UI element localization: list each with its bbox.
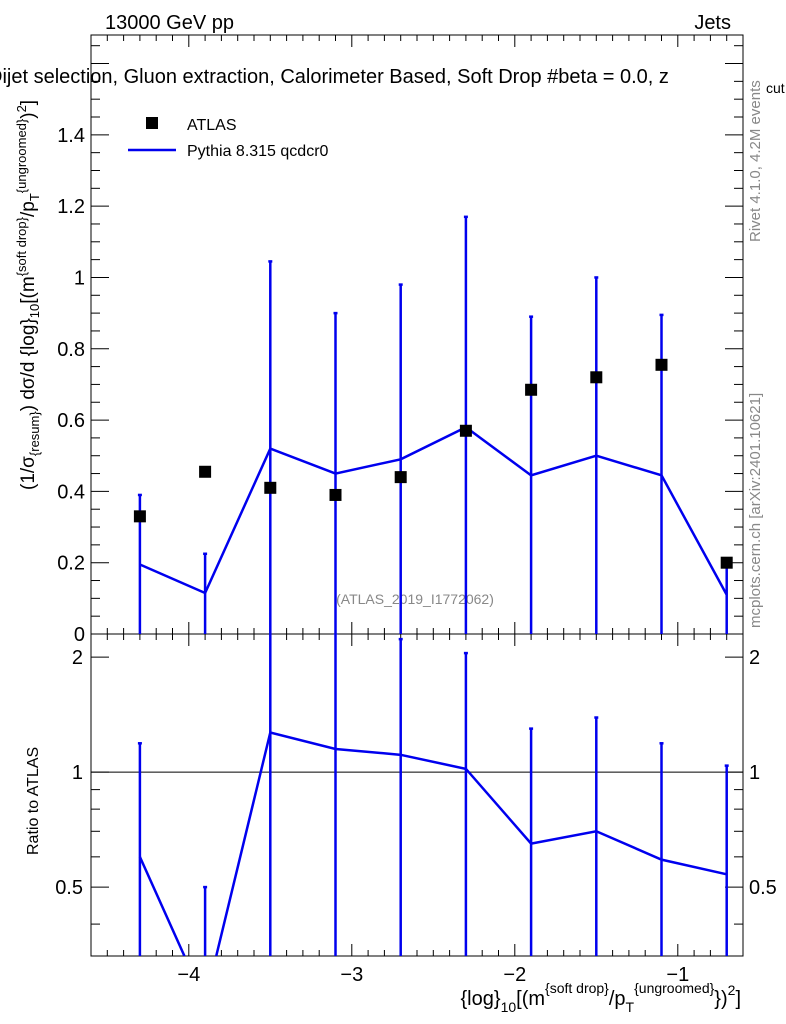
x-label-sub-t: T <box>626 999 635 1015</box>
y-label-part-5: ) <box>18 112 39 118</box>
data-marker <box>329 488 342 501</box>
data-marker <box>394 471 407 484</box>
x-tick-label: −1 <box>666 964 689 986</box>
x-tick-label: −4 <box>177 964 200 986</box>
data-marker <box>655 358 668 371</box>
main-axis-ticks: 0 0.2 0.4 0.6 0.8 1 1.2 1.4 <box>57 35 744 646</box>
x-tick-label: −2 <box>503 964 526 986</box>
energy-label: 13000 GeV pp <box>105 12 234 34</box>
data-marker <box>720 556 733 569</box>
x-tick-label: −3 <box>340 964 363 986</box>
data-marker <box>199 465 212 478</box>
ratio-axis-ticks: −4 −3 −2 −1 0.5 0.5 1 1 2 2 <box>55 634 777 986</box>
main-series-layer <box>133 215 733 634</box>
y-tick-label-ratio-left: 0.5 <box>55 877 83 899</box>
y-tick-label-main: 0.6 <box>57 410 85 432</box>
x-label-sub-10: 10 <box>501 999 517 1015</box>
process-label: Jets <box>694 12 731 34</box>
y-tick-label-main: 0 <box>74 624 85 646</box>
x-label-sup-ungroomed: {ungroomed} <box>634 980 715 996</box>
main-y-axis-label: (1/σ{resum}) dσ/d {log}10[(m{soft drop}/… <box>14 100 42 490</box>
x-label-part-5: ] <box>735 988 741 1010</box>
data-marker <box>590 371 603 384</box>
y-tick-label-main: 1.4 <box>57 125 85 147</box>
x-label-part-3: /p <box>609 988 626 1010</box>
data-marker <box>525 383 538 396</box>
plot-title: Dijet selection, Gluon extraction, Calor… <box>0 66 669 88</box>
data-marker <box>459 424 472 437</box>
y-label-part-3: [(m <box>18 276 39 303</box>
plot-title-subscript: cut <box>766 80 785 96</box>
y-tick-label-main: 1.2 <box>57 196 85 218</box>
y-tick-label-ratio-left: 2 <box>72 647 83 669</box>
data-marker <box>264 481 277 494</box>
y-label-sub-resum: {resum} <box>27 411 42 456</box>
y-label-sub-t: T <box>27 193 42 201</box>
ratio-plot-frame <box>90 633 744 957</box>
x-label-part-4: }) <box>714 988 727 1010</box>
legend-mc-label: Pythia 8.315 qcdcr0 <box>187 143 329 160</box>
y-label-part-1: (1/σ <box>18 456 39 490</box>
y-tick-label-main: 0.8 <box>57 339 85 361</box>
y-label-sup-2: 2 <box>14 105 29 112</box>
analysis-watermark: (ATLAS_2019_I1772062) <box>336 591 494 607</box>
y-tick-label-ratio-right: 0.5 <box>749 877 777 899</box>
data-marker <box>133 510 146 523</box>
ratio-y-axis-label: Ratio to ATLAS <box>25 747 42 855</box>
x-label-part-2: [(m <box>516 988 545 1010</box>
legend: ATLAS Pythia 8.315 qcdcr0 <box>128 117 329 160</box>
legend-data-marker <box>146 117 158 129</box>
y-tick-label-main: 0.4 <box>57 481 85 503</box>
ratio-series-layer <box>137 634 729 956</box>
y-label-sub-10: 10 <box>27 304 42 318</box>
mcplots-label: mcplots.cern.ch [arXiv:2401.10621] <box>747 393 764 628</box>
legend-data-label: ATLAS <box>187 117 237 134</box>
ratio-line <box>138 730 727 956</box>
mc-line <box>139 425 728 596</box>
x-axis-label: {log}10[(m{soft drop}/pT {ungroomed}})2] <box>461 980 742 1015</box>
y-label-part-4: /p <box>18 201 39 217</box>
y-tick-label-main: 1 <box>74 267 85 289</box>
y-label-sup-ungroomed: {ungroomed} <box>14 118 29 193</box>
y-label-sup-softdrop: {soft drop} <box>14 216 29 276</box>
y-tick-label-main: 0.2 <box>57 553 85 575</box>
x-label-sup-softdrop: {soft drop} <box>545 980 609 996</box>
y-tick-label-ratio-right: 1 <box>749 762 760 784</box>
x-label-sup-2: 2 <box>728 982 736 998</box>
rivet-label: Rivet 4.1.0, 4.2M events <box>747 80 764 242</box>
y-tick-label-ratio-left: 1 <box>72 762 83 784</box>
y-tick-label-ratio-right: 2 <box>749 647 760 669</box>
x-label-part-1: {log} <box>461 988 501 1010</box>
y-label-part-6: ] <box>18 100 39 105</box>
y-label-part-2: ) dσ/d {log} <box>18 318 39 411</box>
